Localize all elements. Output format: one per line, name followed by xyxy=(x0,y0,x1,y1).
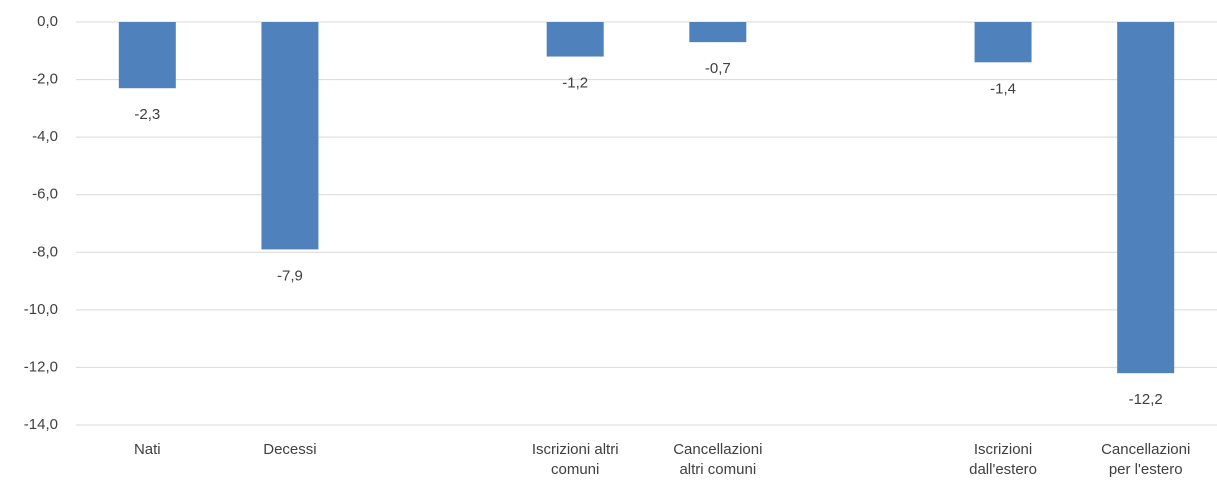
y-tick-label: 0,0 xyxy=(37,13,58,30)
data-label: -7,9 xyxy=(277,267,303,284)
data-label: -1,2 xyxy=(562,75,588,92)
bar xyxy=(1117,22,1175,374)
x-tick-label: Nati xyxy=(133,441,161,458)
x-tick-label: Cancellazioni per l'estero xyxy=(1101,441,1191,478)
y-tick-label: -12,0 xyxy=(24,358,58,375)
data-label: -1,4 xyxy=(990,80,1016,97)
bar xyxy=(261,22,319,250)
bar xyxy=(118,22,176,89)
bar xyxy=(974,22,1032,63)
x-tick-label: Cancellazioni altri comuni xyxy=(673,441,763,478)
y-tick-label: -14,0 xyxy=(24,416,58,433)
y-tick-label: -8,0 xyxy=(32,243,58,260)
x-tick-label: Iscrizioni dall'estero xyxy=(969,441,1038,478)
y-tick-label: -2,0 xyxy=(32,71,58,88)
y-tick-label: -10,0 xyxy=(24,301,58,318)
data-label: -0,7 xyxy=(705,60,731,77)
x-tick-label: Decessi xyxy=(263,441,317,458)
bar xyxy=(689,22,747,43)
bar xyxy=(546,22,604,57)
x-tick-label: Iscrizioni altri comuni xyxy=(531,441,619,478)
y-tick-label: -6,0 xyxy=(32,186,58,203)
data-label: -12,2 xyxy=(1129,391,1163,408)
data-label: -2,3 xyxy=(134,106,160,123)
y-tick-label: -4,0 xyxy=(32,128,58,145)
